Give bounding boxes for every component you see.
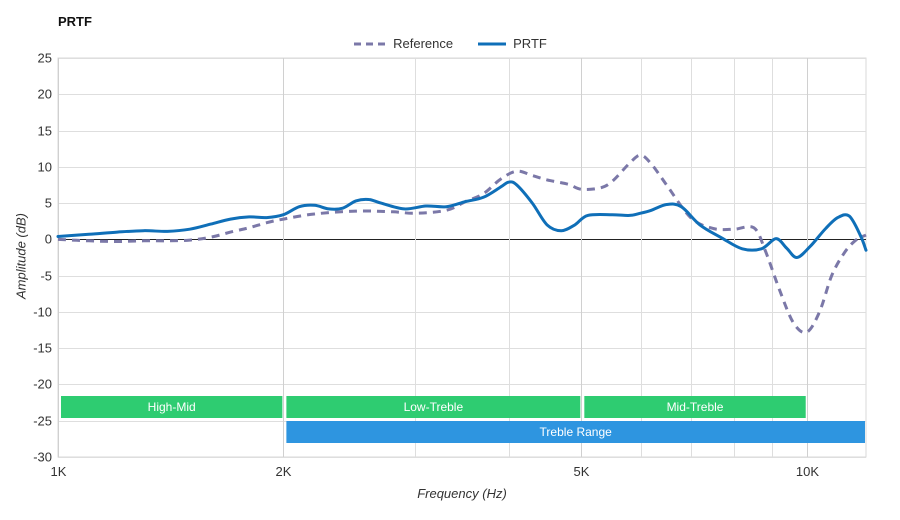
x-tick-label: 5K <box>574 464 590 479</box>
legend-item-prtf: PRTF <box>477 36 547 51</box>
x-tick-label: 10K <box>796 464 819 479</box>
band-low-treble: Low-Treble <box>286 396 581 418</box>
band-mid-treble: Mid-Treble <box>584 396 806 418</box>
legend-label-prtf: PRTF <box>513 36 547 51</box>
band-bar <box>286 396 581 418</box>
band-bar <box>584 396 806 418</box>
chart-title: PRTF <box>58 14 92 29</box>
band-label: High-Mid <box>148 400 196 414</box>
x-tick-label: 1K <box>51 464 67 479</box>
band-label: Low-Treble <box>404 400 464 414</box>
legend-swatch-reference <box>354 42 387 45</box>
band-bar <box>286 421 866 443</box>
y-tick-label: 5 <box>45 196 52 211</box>
legend: Reference PRTF <box>0 36 900 51</box>
series-line-prtf <box>56 180 868 259</box>
legend-swatch-prtf <box>478 42 507 45</box>
y-tick-label: -10 <box>33 305 52 320</box>
x-axis-label: Frequency (Hz) <box>417 486 507 501</box>
y-tick-label: 0 <box>45 232 52 247</box>
legend-label-reference: Reference <box>393 36 454 51</box>
band-treble-range: Treble Range <box>286 421 866 443</box>
series-line-reference <box>57 153 867 335</box>
y-tick-label: -5 <box>40 269 52 284</box>
y-tick-label: -20 <box>33 377 52 392</box>
band-label: Treble Range <box>540 425 613 439</box>
y-tick-label: -25 <box>33 414 52 429</box>
x-tick-label: 2K <box>276 464 292 479</box>
y-tick-label: 10 <box>38 160 52 175</box>
y-tick-label: -15 <box>33 341 52 356</box>
band-bar <box>61 396 283 418</box>
band-label: Mid-Treble <box>667 400 724 414</box>
y-axis-label: Amplitude (dB) <box>13 213 29 299</box>
y-tick-label: 20 <box>38 87 52 102</box>
y-tick-label: -30 <box>33 450 52 465</box>
y-tick-label: 15 <box>38 124 52 139</box>
legend-item-reference: Reference <box>353 36 453 51</box>
band-high-mid: High-Mid <box>61 396 283 418</box>
y-tick-label: 25 <box>38 51 52 66</box>
